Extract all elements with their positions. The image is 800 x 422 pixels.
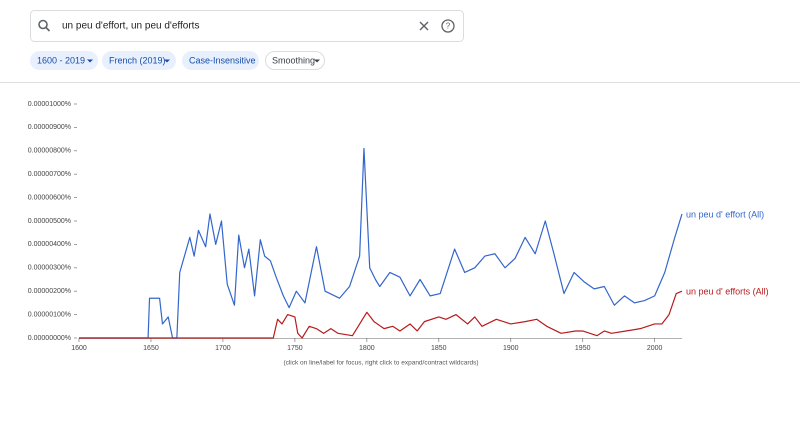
svg-text:?: ? (446, 22, 451, 31)
filter-chip[interactable] (102, 51, 176, 70)
filter-label[interactable]: Case-Insensitive (189, 55, 256, 65)
series-label[interactable]: un peu d' effort (All) (686, 209, 764, 219)
series-line[interactable] (79, 147, 683, 339)
filter-chip[interactable] (265, 51, 325, 70)
y-tick-label: 0.00001000% (28, 101, 71, 108)
x-tick-label: 2000 (647, 345, 663, 352)
search-box[interactable] (30, 10, 464, 42)
y-tick-label: 0.00000300% (28, 265, 71, 272)
dropdown-arrow[interactable] (164, 59, 170, 63)
x-tick-label: 1600 (71, 345, 87, 352)
series-line[interactable] (79, 290, 683, 339)
filter-label[interactable]: Smoothing (272, 55, 315, 65)
search-icon[interactable] (38, 19, 51, 32)
dropdown-arrow[interactable] (314, 59, 320, 63)
help-icon[interactable]: ? (441, 19, 455, 33)
y-tick-label: 0.00000100% (28, 311, 71, 318)
y-tick-label: 0.00000000% (28, 335, 71, 342)
y-tick-label: 0.00000400% (28, 241, 71, 248)
filter-label[interactable]: 1600 - 2019 (37, 55, 85, 65)
filter-label[interactable]: French (2019) (109, 55, 166, 65)
x-tick-label: 1900 (503, 345, 519, 352)
x-tick-label: 1700 (215, 345, 231, 352)
dropdown-arrow[interactable] (87, 59, 93, 63)
series-label[interactable]: un peu d' efforts (All) (686, 287, 769, 297)
x-tick-label: 1750 (287, 345, 303, 352)
y-tick-label: 0.00000600% (28, 194, 71, 201)
filter-chip[interactable] (30, 51, 98, 70)
filter-chip[interactable] (182, 51, 259, 70)
x-tick-label: 1800 (359, 345, 375, 352)
x-tick-label: 1950 (575, 345, 591, 352)
y-tick-label: 0.00000800% (28, 148, 71, 155)
y-tick-label: 0.00000500% (28, 218, 71, 225)
chart-note: (click on line/label for focus, right cl… (283, 360, 478, 367)
chart: 0.00000000% 0.00000100% 0.00000200% 0.00000… (28, 101, 769, 352)
y-tick-label: 0.00000700% (28, 171, 71, 178)
clear-icon[interactable] (419, 21, 429, 31)
x-tick-label: 1650 (143, 345, 159, 352)
y-tick-label: 0.00000900% (28, 124, 71, 131)
search-query[interactable]: un peu d'effort, un peu d'efforts (62, 21, 199, 32)
y-tick-label: 0.00000200% (28, 288, 71, 295)
x-tick-label: 1850 (431, 345, 447, 352)
